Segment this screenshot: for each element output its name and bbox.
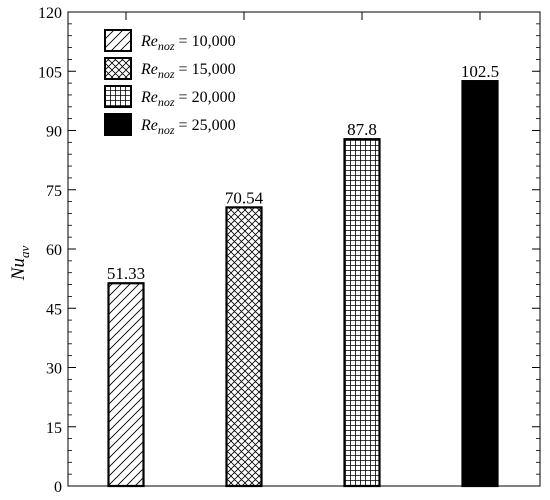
legend-entry-label: Renoz = 10,000 bbox=[140, 33, 236, 53]
legend-entry-label: Renoz = 20,000 bbox=[140, 89, 236, 109]
bar-value-label: 51.33 bbox=[107, 264, 145, 283]
bar-value-label: 70.54 bbox=[225, 188, 264, 207]
y-tick-label: 60 bbox=[46, 242, 62, 259]
y-tick-label: 75 bbox=[46, 183, 62, 200]
y-tick-label: 15 bbox=[46, 420, 62, 437]
legend-swatch bbox=[104, 85, 132, 108]
legend-swatch bbox=[104, 29, 132, 52]
y-tick-label: 105 bbox=[38, 64, 62, 81]
legend-swatch bbox=[104, 57, 132, 80]
bar-1 bbox=[107, 282, 145, 488]
bar-value-label: 102.5 bbox=[461, 62, 499, 81]
bar-2 bbox=[225, 206, 263, 488]
legend-entry-label: Renoz = 25,000 bbox=[140, 117, 236, 137]
bar-value-label: 87.8 bbox=[347, 120, 377, 139]
legend-swatch bbox=[104, 113, 132, 136]
y-tick-label: 45 bbox=[46, 301, 62, 318]
bar-4 bbox=[461, 80, 499, 488]
y-tick-label: 30 bbox=[46, 361, 62, 378]
bar-3 bbox=[343, 138, 381, 488]
y-tick-label: 0 bbox=[54, 479, 62, 496]
legend-entry-label: Renoz = 15,000 bbox=[140, 61, 236, 81]
y-tick-label: 90 bbox=[46, 124, 62, 141]
y-axis-label: Nuav bbox=[8, 246, 32, 282]
y-tick-label: 120 bbox=[38, 5, 62, 22]
